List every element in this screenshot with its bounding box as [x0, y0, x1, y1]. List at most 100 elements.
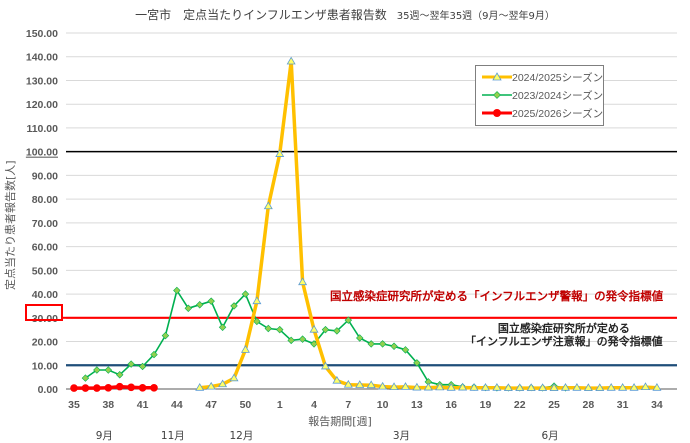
diamond-marker-icon [207, 297, 215, 305]
circle-marker-icon [104, 384, 113, 392]
x-tick-label: 25 [548, 399, 560, 411]
chart-legend: 2024/2025シーズン 2023/2024シーズン 2025/2026シーズ… [475, 65, 604, 126]
diamond-marker-icon [218, 323, 227, 332]
legend-label: 2023/2024シーズン [512, 89, 604, 102]
triangle-marker-icon [206, 381, 216, 390]
triangle-marker-icon [309, 324, 319, 333]
caution-line-1: 国立感染症研究所が定める [497, 322, 630, 335]
diamond-marker-icon [413, 359, 421, 367]
triangle-marker-icon [526, 383, 536, 391]
triangle-marker-icon [560, 383, 570, 391]
y-tick-label: 130.00 [26, 75, 58, 87]
y-tick-label: 150.00 [26, 28, 58, 40]
x-axis-label: 報告期間[週] [308, 415, 372, 428]
triangle-marker-icon [252, 296, 262, 305]
y-tick-label: 30.00 [32, 313, 58, 325]
triangle-marker-icon [355, 380, 365, 388]
y-tick-label: 110.00 [26, 123, 58, 135]
legend-item-2025-2026: 2025/2026シーズン [482, 105, 603, 121]
x-tick-label: 1 [277, 399, 283, 411]
alert-threshold-highlight-box [25, 304, 63, 321]
month-labels: 9月 11月 12月 3月 6月 [96, 430, 559, 442]
legend-label: 2025/2026シーズン [512, 107, 604, 120]
x-tick-label: 13 [411, 399, 423, 411]
triangle-marker-icon [389, 382, 399, 391]
triangle-marker-icon [652, 383, 662, 391]
legend-item-2023-2024: 2023/2024シーズン [482, 87, 603, 103]
month-label: 11月 [161, 430, 185, 442]
circle-marker-icon [150, 384, 158, 392]
legend-label: 2024/2025シーズン [512, 71, 604, 84]
y-axis-label: 定点当たり患者報告数[人] [3, 160, 17, 290]
triangle-marker-icon [240, 345, 250, 353]
diamond-marker-icon [287, 336, 295, 345]
triangle-marker-icon [423, 382, 433, 391]
x-tick-label: 41 [137, 399, 149, 411]
y-tick-label: 70.00 [32, 218, 58, 230]
y-tick-label: 80.00 [32, 194, 58, 206]
diamond-marker-icon [333, 327, 341, 335]
series-2025/2026シーズン [70, 382, 158, 392]
circle-marker-icon [81, 384, 90, 392]
diamond-marker-icon [482, 91, 512, 99]
x-tick-label: 34 [651, 399, 663, 411]
data-series [70, 56, 662, 392]
legend-item-2024-2025: 2024/2025シーズン [482, 69, 603, 85]
diamond-marker-icon [378, 340, 387, 348]
x-tick-label: 38 [102, 399, 114, 411]
triangle-marker-icon [641, 382, 650, 391]
diamond-marker-icon [310, 340, 318, 348]
circle-marker-icon [138, 384, 147, 392]
diamond-marker-icon [127, 360, 135, 368]
diamond-marker-icon [230, 302, 238, 310]
x-tick-label: 35 [68, 399, 80, 411]
circle-marker-icon [127, 383, 135, 392]
triangle-marker-icon [332, 375, 342, 384]
month-label: 9月 [96, 430, 113, 442]
x-tick-label: 28 [583, 399, 595, 411]
triangle-marker-icon [229, 373, 239, 382]
y-axis-ticks: 0.00 10.00 20.00 30.00 40.00 50.00 60.00 70.00 8… [26, 28, 58, 396]
triangle-marker-icon [218, 379, 228, 388]
diamond-marker-icon [321, 325, 330, 334]
triangle-marker-icon [195, 383, 205, 391]
triangle-marker-icon [482, 72, 512, 81]
diamond-marker-icon [390, 342, 398, 351]
y-tick-label: 100.00 [26, 147, 58, 159]
triangle-marker-icon [606, 383, 616, 391]
triangle-marker-icon [435, 382, 445, 391]
diamond-marker-icon [241, 290, 250, 298]
diamond-marker-icon [196, 301, 204, 309]
triangle-marker-icon [286, 56, 296, 65]
x-tick-label: 10 [377, 399, 389, 411]
triangle-marker-icon [629, 383, 639, 391]
triangle-marker-icon [549, 383, 559, 391]
diamond-marker-icon [401, 346, 410, 354]
triangle-marker-icon [503, 383, 513, 391]
y-tick-label: 120.00 [26, 99, 58, 111]
triangle-marker-icon [538, 383, 548, 391]
triangle-marker-icon [583, 383, 593, 391]
month-label: 3月 [393, 430, 410, 442]
month-label: 6月 [541, 430, 558, 442]
x-tick-label: 44 [171, 399, 183, 411]
triangle-marker-icon [263, 201, 273, 210]
diamond-marker-icon [356, 334, 364, 342]
y-tick-label: 0.00 [38, 384, 59, 396]
triangle-marker-icon [298, 277, 308, 286]
x-tick-label: 31 [617, 399, 629, 411]
y-tick-label: 20.00 [32, 337, 58, 349]
y-tick-label: 10.00 [32, 360, 58, 372]
y-tick-label: 140.00 [26, 52, 58, 64]
x-tick-label: 7 [345, 399, 351, 411]
diamond-marker-icon [298, 335, 307, 343]
triangle-marker-icon [595, 383, 605, 391]
triangle-marker-icon [343, 379, 353, 388]
triangle-marker-icon [492, 383, 502, 391]
diamond-marker-icon [253, 317, 261, 326]
chart-title: 一宮市 定点当たりインフルエンザ患者報告数 35週～翌年35週（9月～翌年9月） [0, 6, 690, 23]
chart-title-main: 一宮市 定点当たりインフルエンザ患者報告数 [135, 8, 387, 22]
series-2024/2025シーズン [195, 56, 662, 391]
reference-lines [63, 150, 677, 367]
month-label: 12月 [230, 430, 254, 442]
